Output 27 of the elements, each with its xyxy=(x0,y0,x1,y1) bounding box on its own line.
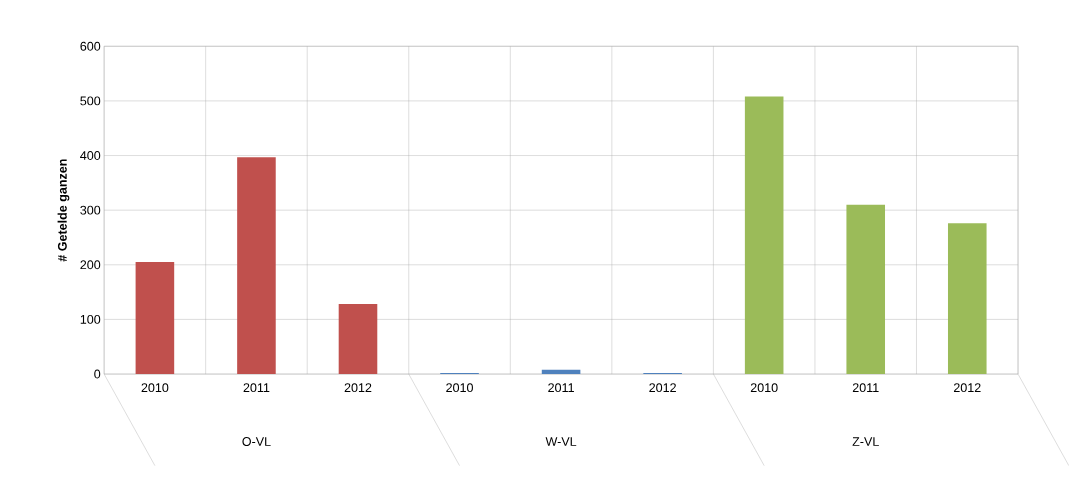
text: O-VL xyxy=(242,437,271,446)
x-tick-label: 2011 xyxy=(852,383,879,393)
y-tick-label: 500 xyxy=(80,96,101,106)
y-tick-label: 300 xyxy=(80,205,101,215)
x-tick-label: 2012 xyxy=(649,383,676,393)
bar xyxy=(947,223,987,374)
y-axis-title: # Getelde ganzen xyxy=(57,159,70,262)
bar xyxy=(846,204,886,374)
bar xyxy=(338,304,378,374)
x-tick-label: 2012 xyxy=(953,383,981,393)
y-tick-label: 400 xyxy=(80,151,101,160)
bar xyxy=(541,369,581,374)
text: W-VL xyxy=(545,437,577,446)
x-tick-label: 2012 xyxy=(344,383,372,393)
x-tick-label: 2010 xyxy=(750,383,778,393)
y-tick-label: 600 xyxy=(80,41,101,51)
bar xyxy=(744,96,784,374)
text: Z-VL xyxy=(852,437,879,446)
x-tick-label: 2010 xyxy=(446,383,473,393)
y-tick-label: 100 xyxy=(80,314,101,324)
x-tick-label: 2011 xyxy=(548,383,574,393)
bar xyxy=(237,157,276,374)
x-tick-label: 2011 xyxy=(243,383,270,393)
x-tick-label: 2010 xyxy=(141,383,169,393)
y-tick-label: 200 xyxy=(80,260,101,270)
bar xyxy=(135,262,175,374)
y-tick-label: 0 xyxy=(94,369,101,379)
